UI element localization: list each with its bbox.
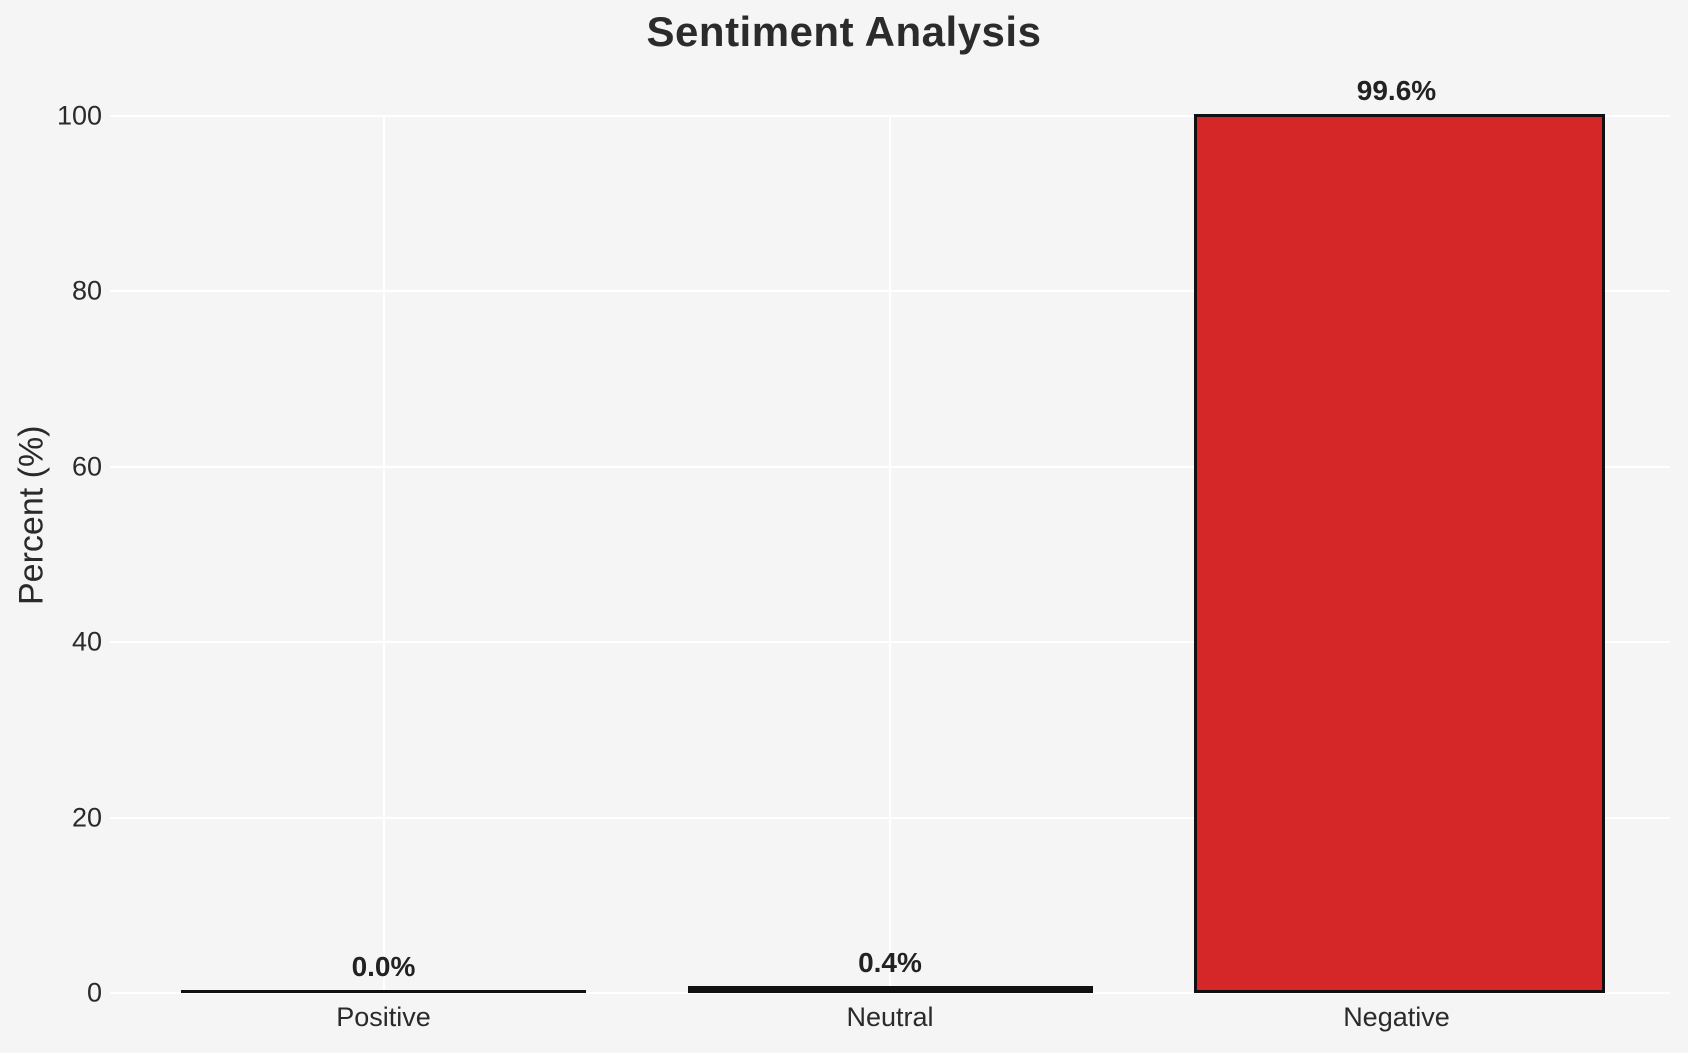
plot-area: 0.0% 0.4% 99.6%	[110, 75, 1670, 994]
x-tick-label-neutral: Neutral	[846, 1002, 934, 1032]
y-tick-label-20: 20	[71, 802, 102, 833]
y-tick-label-0: 0	[86, 977, 102, 1008]
x-tick-label-negative: Negative	[1343, 1002, 1450, 1032]
h-gridline-0	[110, 992, 1670, 994]
chart-title: Sentiment Analysis	[646, 8, 1042, 55]
y-tick-label-40: 40	[71, 626, 102, 657]
y-tick-label-100: 100	[56, 100, 102, 131]
value-label-negative: 99.6%	[1356, 74, 1437, 106]
bar-negative	[1193, 113, 1605, 993]
value-label-positive: 0.0%	[351, 951, 416, 983]
bar-positive	[181, 990, 586, 993]
v-gridline-positive	[382, 116, 385, 993]
value-label-neutral: 0.4%	[858, 947, 922, 979]
y-tick-label-80: 80	[71, 275, 102, 306]
y-tick-label-60: 60	[71, 451, 102, 482]
x-tick-label-positive: Positive	[336, 1002, 431, 1032]
bar-neutral	[687, 986, 1093, 993]
v-gridline-neutral	[889, 116, 891, 993]
